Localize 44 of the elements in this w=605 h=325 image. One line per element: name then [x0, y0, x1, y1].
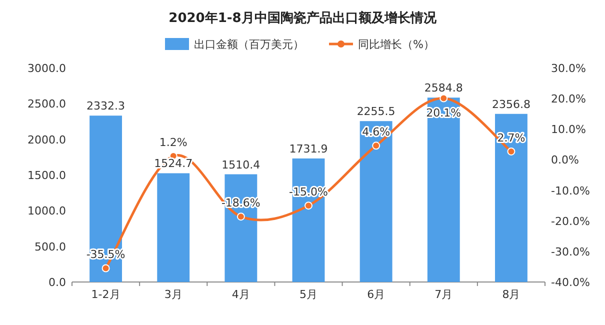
x-tick-label: 3月: [164, 288, 182, 301]
point: [304, 202, 312, 210]
y-tick-label: 2000.0: [28, 133, 66, 146]
y2-tick-label: -10.0%: [551, 184, 590, 198]
x-tick-label: 1-2月: [91, 288, 120, 301]
x-tick-label: 7月: [434, 288, 453, 301]
y-tick-label: 0.0: [48, 276, 66, 289]
point: [372, 142, 380, 150]
bar: [157, 173, 190, 282]
bar: [360, 121, 392, 282]
bar: [427, 98, 460, 282]
bar: [494, 114, 528, 282]
y2-tick-label: 0.0%: [551, 154, 579, 167]
legend-label: 出口金额（百万美元）: [194, 38, 304, 51]
point: [236, 212, 245, 221]
data-label: 1.2%: [159, 136, 188, 150]
y-tick-label: 3000.0: [28, 62, 66, 75]
point: [440, 94, 448, 102]
y2-tick-label: -30.0%: [551, 245, 590, 258]
data-label: 2356.8: [492, 98, 530, 111]
data-label: 2255.5: [356, 105, 396, 118]
x-tick-label: 4月: [232, 288, 250, 301]
data-label: 4.6%: [362, 126, 390, 139]
y2-tick-label: -40.0%: [551, 276, 590, 289]
data-label: 2584.8: [424, 82, 463, 95]
y-tick-label: 2500.0: [28, 98, 66, 111]
y-tick-label: 1500.0: [28, 169, 66, 182]
x-tick-label: 8月: [502, 288, 520, 301]
data-label: 1510.4: [222, 158, 260, 172]
legend-label: 同比增长（%）: [358, 38, 434, 51]
y2-tick-label: -20.0%: [551, 214, 590, 228]
y2-tick-label: 10.0%: [551, 123, 586, 136]
x-tick-label: 5月: [300, 288, 318, 301]
point: [102, 264, 110, 272]
point: [507, 147, 516, 156]
y-tick-label: 1000.0: [28, 204, 66, 218]
data-label: 1731.9: [289, 142, 328, 156]
y2-tick-label: 30.0%: [551, 62, 586, 75]
y-tick-label: 500.0: [34, 240, 66, 254]
chart-title: 2020年1-8月中国陶瓷产品出口额及增长情况: [168, 10, 438, 26]
data-label: 2332.3: [86, 100, 126, 113]
data-label: 2.7%: [497, 131, 526, 144]
y2-tick-label: 20.0%: [551, 92, 586, 106]
x-tick-label: 6月: [367, 288, 386, 301]
